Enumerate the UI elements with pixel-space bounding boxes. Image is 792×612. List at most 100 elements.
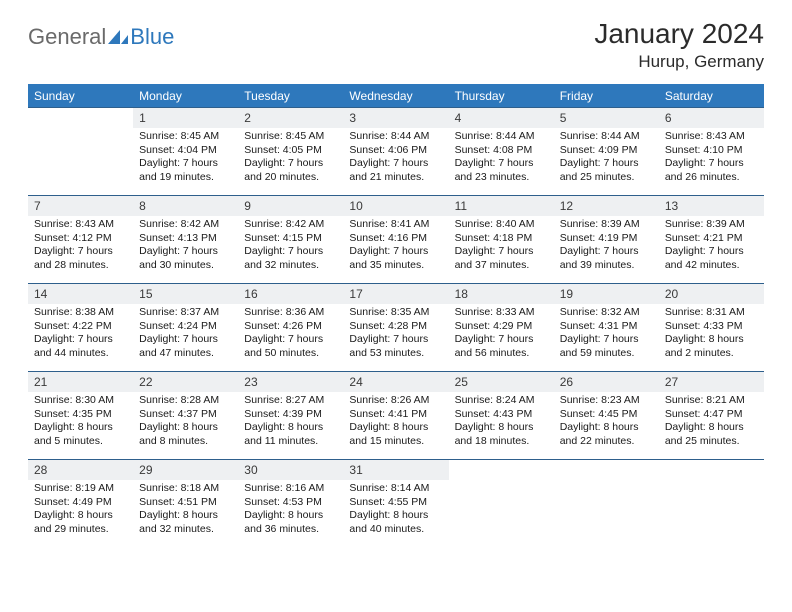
sunrise-line: Sunrise: 8:27 AM (244, 394, 337, 408)
daylight-line: Daylight: 7 hours and 21 minutes. (349, 157, 442, 184)
sunset-line: Sunset: 4:26 PM (244, 320, 337, 334)
sunrise-line: Sunrise: 8:28 AM (139, 394, 232, 408)
daylight-line: Daylight: 7 hours and 30 minutes. (139, 245, 232, 272)
sunset-line: Sunset: 4:43 PM (455, 408, 548, 422)
sunrise-line: Sunrise: 8:30 AM (34, 394, 127, 408)
calendar-day-cell: 18Sunrise: 8:33 AMSunset: 4:29 PMDayligh… (449, 284, 554, 372)
calendar-day-cell: 10Sunrise: 8:41 AMSunset: 4:16 PMDayligh… (343, 196, 448, 284)
day-details: Sunrise: 8:35 AMSunset: 4:28 PMDaylight:… (343, 304, 448, 365)
daylight-line: Daylight: 7 hours and 23 minutes. (455, 157, 548, 184)
sunset-line: Sunset: 4:19 PM (560, 232, 653, 246)
day-details: Sunrise: 8:19 AMSunset: 4:49 PMDaylight:… (28, 480, 133, 541)
sunset-line: Sunset: 4:05 PM (244, 144, 337, 158)
sunrise-line: Sunrise: 8:35 AM (349, 306, 442, 320)
header: General Blue January 2024 Hurup, Germany (28, 18, 764, 72)
daylight-line: Daylight: 7 hours and 19 minutes. (139, 157, 232, 184)
daylight-line: Daylight: 8 hours and 8 minutes. (139, 421, 232, 448)
day-details: Sunrise: 8:18 AMSunset: 4:51 PMDaylight:… (133, 480, 238, 541)
sunrise-line: Sunrise: 8:16 AM (244, 482, 337, 496)
location-label: Hurup, Germany (594, 52, 764, 72)
calendar-day-cell: 20Sunrise: 8:31 AMSunset: 4:33 PMDayligh… (659, 284, 764, 372)
sunset-line: Sunset: 4:55 PM (349, 496, 442, 510)
sunrise-line: Sunrise: 8:44 AM (560, 130, 653, 144)
sunset-line: Sunset: 4:51 PM (139, 496, 232, 510)
day-number: 22 (133, 372, 238, 392)
day-number: 26 (554, 372, 659, 392)
day-details: Sunrise: 8:23 AMSunset: 4:45 PMDaylight:… (554, 392, 659, 453)
daylight-line: Daylight: 8 hours and 5 minutes. (34, 421, 127, 448)
calendar-day-cell: 4Sunrise: 8:44 AMSunset: 4:08 PMDaylight… (449, 108, 554, 196)
sunset-line: Sunset: 4:49 PM (34, 496, 127, 510)
day-number: 19 (554, 284, 659, 304)
weekday-header: Tuesday (238, 84, 343, 108)
weekday-header: Saturday (659, 84, 764, 108)
day-number: 11 (449, 196, 554, 216)
sunset-line: Sunset: 4:13 PM (139, 232, 232, 246)
sunset-line: Sunset: 4:24 PM (139, 320, 232, 334)
day-number: 10 (343, 196, 448, 216)
sunset-line: Sunset: 4:21 PM (665, 232, 758, 246)
day-details: Sunrise: 8:24 AMSunset: 4:43 PMDaylight:… (449, 392, 554, 453)
calendar-week-row: ..1Sunrise: 8:45 AMSunset: 4:04 PMDaylig… (28, 108, 764, 196)
calendar-body: ..1Sunrise: 8:45 AMSunset: 4:04 PMDaylig… (28, 108, 764, 548)
weekday-header: Wednesday (343, 84, 448, 108)
daylight-line: Daylight: 7 hours and 59 minutes. (560, 333, 653, 360)
day-details: Sunrise: 8:45 AMSunset: 4:05 PMDaylight:… (238, 128, 343, 189)
calendar-day-cell: 16Sunrise: 8:36 AMSunset: 4:26 PMDayligh… (238, 284, 343, 372)
sunset-line: Sunset: 4:41 PM (349, 408, 442, 422)
sunrise-line: Sunrise: 8:42 AM (139, 218, 232, 232)
day-number: 16 (238, 284, 343, 304)
sunrise-line: Sunrise: 8:33 AM (455, 306, 548, 320)
day-details: Sunrise: 8:42 AMSunset: 4:13 PMDaylight:… (133, 216, 238, 277)
sunrise-line: Sunrise: 8:21 AM (665, 394, 758, 408)
daylight-line: Daylight: 7 hours and 47 minutes. (139, 333, 232, 360)
sunset-line: Sunset: 4:22 PM (34, 320, 127, 334)
logo: General Blue (28, 18, 174, 50)
day-number: 7 (28, 196, 133, 216)
calendar-day-cell: 9Sunrise: 8:42 AMSunset: 4:15 PMDaylight… (238, 196, 343, 284)
calendar-table: Sunday Monday Tuesday Wednesday Thursday… (28, 84, 764, 548)
weekday-header-row: Sunday Monday Tuesday Wednesday Thursday… (28, 84, 764, 108)
day-number: 2 (238, 108, 343, 128)
sunset-line: Sunset: 4:35 PM (34, 408, 127, 422)
sunrise-line: Sunrise: 8:43 AM (34, 218, 127, 232)
day-number: 30 (238, 460, 343, 480)
calendar-day-cell: 29Sunrise: 8:18 AMSunset: 4:51 PMDayligh… (133, 460, 238, 548)
day-details: Sunrise: 8:42 AMSunset: 4:15 PMDaylight:… (238, 216, 343, 277)
day-details: Sunrise: 8:41 AMSunset: 4:16 PMDaylight:… (343, 216, 448, 277)
daylight-line: Daylight: 7 hours and 32 minutes. (244, 245, 337, 272)
calendar-day-cell: 6Sunrise: 8:43 AMSunset: 4:10 PMDaylight… (659, 108, 764, 196)
daylight-line: Daylight: 8 hours and 32 minutes. (139, 509, 232, 536)
calendar-day-cell: 22Sunrise: 8:28 AMSunset: 4:37 PMDayligh… (133, 372, 238, 460)
day-details: Sunrise: 8:38 AMSunset: 4:22 PMDaylight:… (28, 304, 133, 365)
day-number: 14 (28, 284, 133, 304)
calendar-day-cell: 30Sunrise: 8:16 AMSunset: 4:53 PMDayligh… (238, 460, 343, 548)
sunset-line: Sunset: 4:09 PM (560, 144, 653, 158)
calendar-day-cell: 23Sunrise: 8:27 AMSunset: 4:39 PMDayligh… (238, 372, 343, 460)
daylight-line: Daylight: 7 hours and 20 minutes. (244, 157, 337, 184)
daylight-line: Daylight: 8 hours and 15 minutes. (349, 421, 442, 448)
logo-text-general: General (28, 24, 106, 50)
sunset-line: Sunset: 4:28 PM (349, 320, 442, 334)
calendar-page: General Blue January 2024 Hurup, Germany… (0, 0, 792, 612)
day-details: Sunrise: 8:36 AMSunset: 4:26 PMDaylight:… (238, 304, 343, 365)
day-number: 31 (343, 460, 448, 480)
sunrise-line: Sunrise: 8:14 AM (349, 482, 442, 496)
logo-text-blue: Blue (130, 24, 174, 50)
sunrise-line: Sunrise: 8:45 AM (139, 130, 232, 144)
day-details: Sunrise: 8:44 AMSunset: 4:09 PMDaylight:… (554, 128, 659, 189)
day-details: Sunrise: 8:31 AMSunset: 4:33 PMDaylight:… (659, 304, 764, 365)
sunrise-line: Sunrise: 8:41 AM (349, 218, 442, 232)
day-number: 20 (659, 284, 764, 304)
daylight-line: Daylight: 8 hours and 2 minutes. (665, 333, 758, 360)
daylight-line: Daylight: 7 hours and 35 minutes. (349, 245, 442, 272)
calendar-day-cell: 31Sunrise: 8:14 AMSunset: 4:55 PMDayligh… (343, 460, 448, 548)
sunset-line: Sunset: 4:06 PM (349, 144, 442, 158)
calendar-day-cell: 24Sunrise: 8:26 AMSunset: 4:41 PMDayligh… (343, 372, 448, 460)
sunrise-line: Sunrise: 8:24 AM (455, 394, 548, 408)
sunrise-line: Sunrise: 8:39 AM (665, 218, 758, 232)
calendar-day-cell: 19Sunrise: 8:32 AMSunset: 4:31 PMDayligh… (554, 284, 659, 372)
day-details: Sunrise: 8:16 AMSunset: 4:53 PMDaylight:… (238, 480, 343, 541)
sunset-line: Sunset: 4:10 PM (665, 144, 758, 158)
sunrise-line: Sunrise: 8:44 AM (349, 130, 442, 144)
